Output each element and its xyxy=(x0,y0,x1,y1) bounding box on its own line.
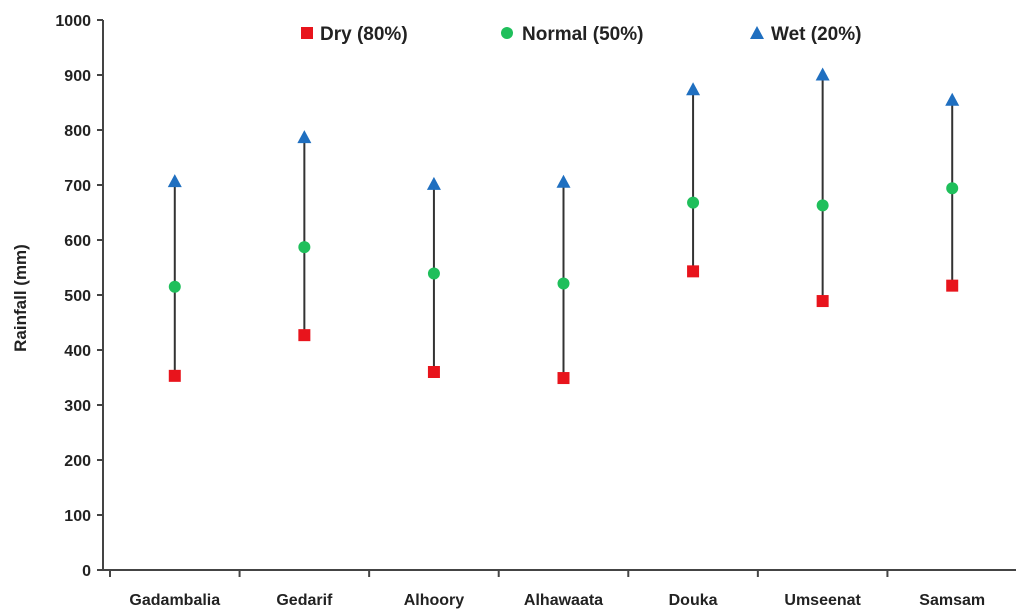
x-tick-label: Alhawaata xyxy=(524,592,603,609)
y-tick-label: 400 xyxy=(64,343,91,360)
data-point-square xyxy=(427,366,440,378)
data-point-square xyxy=(687,265,700,278)
data-point-triangle xyxy=(945,92,960,106)
data-point-square xyxy=(168,369,181,382)
legend-marker-circle xyxy=(501,27,513,39)
y-tick-label: 500 xyxy=(64,288,91,305)
legend: Dry (80%) Normal (50%) Wet (20%) xyxy=(301,24,861,45)
x-tick-label: Samsam xyxy=(919,592,985,609)
x-tick-label: Umseenat xyxy=(784,592,861,609)
x-tick-label: Douka xyxy=(669,592,718,609)
range-lines xyxy=(173,74,954,379)
y-tick-label: 0 xyxy=(82,563,91,580)
data-point-triangle xyxy=(556,174,571,188)
data-point-square xyxy=(816,295,829,308)
legend-marker-square xyxy=(301,27,313,39)
data-point-triangle xyxy=(686,82,701,96)
data-point-triangle xyxy=(815,67,830,81)
y-tick-label: 700 xyxy=(64,178,91,195)
y-tick-label: 900 xyxy=(64,68,91,85)
data-point-circle xyxy=(168,280,181,293)
data-point-square xyxy=(557,372,570,385)
x-tick-label: Alhoory xyxy=(404,592,465,609)
y-tick-label: 600 xyxy=(64,233,91,250)
y-axis-title: Rainfall (mm) xyxy=(11,244,30,352)
data-point-square xyxy=(946,279,959,292)
data-point-triangle xyxy=(297,130,312,144)
x-axis: Gadambalia Gedarif Alhoory Alhawaata Douka Um… xyxy=(103,569,1016,609)
x-tick-label: Gadambalia xyxy=(129,592,220,609)
data-point-circle xyxy=(687,196,700,209)
y-tick-label: 1000 xyxy=(55,13,91,30)
legend-label: Normal (50%) xyxy=(522,24,643,45)
data-points xyxy=(167,67,960,385)
legend-label: Dry (80%) xyxy=(320,24,408,45)
data-point-circle xyxy=(298,241,311,254)
y-tick-label: 200 xyxy=(64,453,91,470)
data-point-triangle xyxy=(167,174,182,188)
data-point-circle xyxy=(557,277,570,290)
y-axis: 0 100 200 300 400 500 600 700 800 900 1000 xyxy=(55,13,104,580)
data-point-circle xyxy=(946,182,959,195)
data-point-circle xyxy=(816,199,829,212)
data-point-circle xyxy=(427,267,440,280)
y-tick-label: 100 xyxy=(64,508,91,525)
legend-marker-triangle xyxy=(750,26,764,39)
x-tick-label: Gedarif xyxy=(276,592,333,609)
data-point-square xyxy=(298,329,311,342)
data-point-triangle xyxy=(426,176,441,190)
y-tick-label: 300 xyxy=(64,398,91,415)
y-ticks: 0 100 200 300 400 500 600 700 800 900 1000 xyxy=(55,13,103,580)
legend-label: Wet (20%) xyxy=(771,24,861,45)
x-ticks: Gadambalia Gedarif Alhoory Alhawaata Douka Um… xyxy=(109,570,985,609)
y-tick-label: 800 xyxy=(64,123,91,140)
